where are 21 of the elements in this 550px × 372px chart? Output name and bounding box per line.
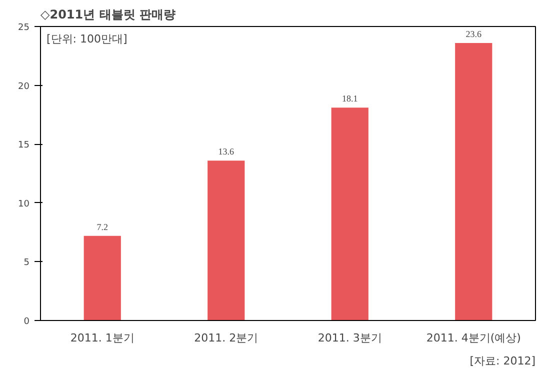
data-label: 18.1 (342, 94, 358, 104)
x-tick-label: 2011. 1분기 (70, 332, 134, 344)
y-tick-label: 15 (18, 140, 30, 151)
x-tick-label: 2011. 4분기(예상) (426, 332, 521, 344)
data-label: 23.6 (466, 28, 482, 39)
bar (331, 108, 368, 320)
y-tick-label: 25 (18, 23, 30, 33)
bar (84, 236, 121, 320)
bar (455, 42, 492, 320)
data-label: 7.2 (96, 222, 108, 232)
data-label: 13.6 (218, 146, 234, 157)
y-tick-label: 5 (24, 258, 30, 268)
y-tick-label: 0 (24, 317, 30, 327)
text: [자료: 2012] (470, 354, 536, 368)
y-tick-label: 20 (18, 82, 30, 92)
annotation: [단위: 100만대] (46, 32, 128, 46)
x-tick-label: 2011. 2분기 (194, 332, 258, 344)
x-tick-label: 2011. 3분기 (318, 332, 382, 344)
bar (208, 160, 245, 320)
chart-title: ◇2011년 태블릿 판매량 (40, 8, 176, 22)
y-tick-label: 10 (18, 199, 30, 210)
